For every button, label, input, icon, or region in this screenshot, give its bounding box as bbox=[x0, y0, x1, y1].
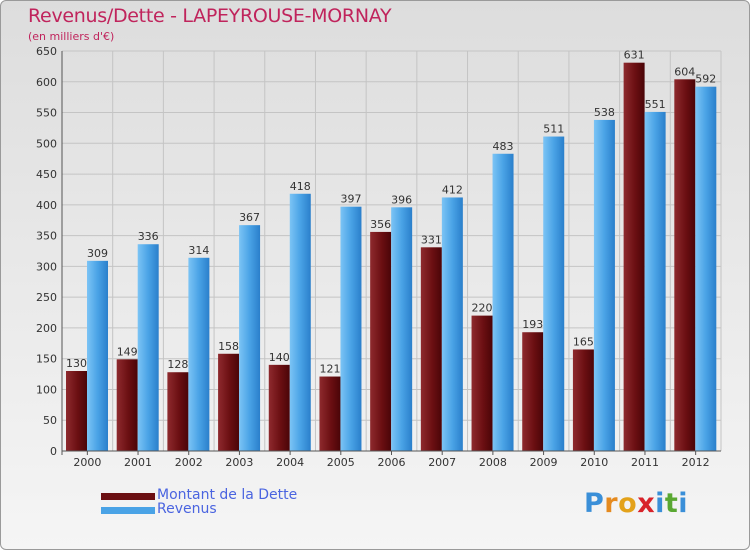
bar-revenus bbox=[391, 207, 413, 451]
bar-debt bbox=[471, 315, 493, 451]
bar-revenus bbox=[87, 260, 108, 451]
bar-debt bbox=[370, 231, 392, 451]
y-tick-label: 500 bbox=[36, 137, 57, 150]
y-tick-label: 400 bbox=[36, 199, 57, 212]
legend-swatch-debt bbox=[101, 493, 155, 500]
y-tick-label: 0 bbox=[50, 445, 57, 458]
data-label-debt: 604 bbox=[674, 65, 695, 78]
data-label-debt: 220 bbox=[472, 302, 493, 315]
x-tick-label: 2005 bbox=[327, 456, 355, 469]
bar-revenus bbox=[644, 111, 666, 451]
logo-letter: t bbox=[664, 488, 679, 519]
x-tick-label: 2011 bbox=[631, 456, 659, 469]
data-label-revenus: 367 bbox=[239, 211, 260, 224]
y-tick-label: 100 bbox=[36, 383, 57, 396]
logo-letter: x bbox=[637, 488, 656, 519]
x-tick-label: 2008 bbox=[479, 456, 507, 469]
bar-revenus bbox=[239, 225, 261, 451]
y-tick-label: 550 bbox=[36, 107, 57, 120]
data-label-debt: 631 bbox=[624, 49, 645, 62]
bar-revenus bbox=[492, 153, 514, 451]
chart-title: Revenus/Dette - LAPEYROUSE-MORNAY bbox=[28, 5, 392, 27]
y-tick-label: 300 bbox=[36, 260, 57, 273]
x-tick-label: 2012 bbox=[682, 456, 710, 469]
y-tick-label: 350 bbox=[36, 230, 57, 243]
data-label-debt: 331 bbox=[421, 233, 442, 246]
bar-debt bbox=[167, 372, 189, 451]
y-tick-label: 200 bbox=[36, 322, 57, 335]
data-label-revenus: 412 bbox=[442, 183, 463, 196]
y-tick-label: 600 bbox=[36, 76, 57, 89]
y-tick-label: 150 bbox=[36, 353, 57, 366]
bar-revenus bbox=[188, 257, 210, 451]
x-tick-label: 2010 bbox=[580, 456, 608, 469]
data-label-debt: 130 bbox=[66, 357, 87, 370]
logo-letter: r bbox=[604, 488, 619, 519]
legend-label-revenus: Revenus bbox=[157, 501, 217, 517]
data-label-revenus: 538 bbox=[594, 106, 615, 119]
x-tick-label: 2002 bbox=[175, 456, 203, 469]
data-label-debt: 149 bbox=[117, 345, 138, 358]
data-label-revenus: 418 bbox=[290, 180, 311, 193]
data-label-debt: 128 bbox=[167, 358, 188, 371]
bar-revenus bbox=[340, 206, 362, 451]
x-tick-label: 2003 bbox=[225, 456, 253, 469]
x-tick-label: 2004 bbox=[276, 456, 304, 469]
bar-revenus bbox=[695, 86, 717, 451]
data-label-debt: 193 bbox=[522, 318, 543, 331]
bar-debt bbox=[522, 332, 544, 451]
proxiti-logo: Proxiti bbox=[584, 488, 688, 519]
x-tick-label: 2007 bbox=[428, 456, 456, 469]
data-label-revenus: 314 bbox=[188, 244, 209, 257]
bar-revenus bbox=[543, 136, 565, 452]
data-label-revenus: 396 bbox=[391, 193, 412, 206]
bar-debt bbox=[319, 376, 341, 451]
bar-revenus bbox=[593, 119, 615, 451]
bar-debt bbox=[572, 349, 594, 451]
data-label-revenus: 397 bbox=[340, 193, 361, 206]
data-label-revenus: 309 bbox=[87, 247, 108, 260]
bar-debt bbox=[623, 62, 645, 451]
legend-label-debt: Montant de la Dette bbox=[157, 487, 298, 503]
y-tick-label: 650 bbox=[36, 45, 57, 58]
data-label-debt: 140 bbox=[269, 351, 290, 364]
data-label-revenus: 336 bbox=[138, 230, 159, 243]
logo-letter: i bbox=[678, 488, 689, 519]
data-label-debt: 165 bbox=[573, 335, 594, 348]
bar-debt bbox=[674, 79, 696, 452]
x-tick-label: 2000 bbox=[73, 456, 101, 469]
y-tick-label: 50 bbox=[43, 414, 57, 427]
chart-subtitle: (en milliers d'€) bbox=[28, 30, 115, 43]
data-label-revenus: 483 bbox=[493, 140, 514, 153]
x-tick-label: 2009 bbox=[530, 456, 558, 469]
x-tick-label: 2006 bbox=[378, 456, 406, 469]
data-label-debt: 356 bbox=[370, 218, 391, 231]
data-label-debt: 121 bbox=[319, 363, 340, 376]
data-label-debt: 158 bbox=[218, 340, 239, 353]
data-label-revenus: 551 bbox=[645, 98, 666, 111]
logo-letter: o bbox=[618, 488, 638, 519]
logo-letter: P bbox=[584, 488, 605, 519]
data-label-revenus: 511 bbox=[543, 123, 564, 136]
x-tick-label: 2001 bbox=[124, 456, 152, 469]
bar-debt bbox=[218, 353, 240, 451]
bar-revenus bbox=[289, 193, 311, 451]
data-label-revenus: 592 bbox=[695, 73, 716, 86]
bar-revenus bbox=[441, 197, 463, 451]
logo-letter: i bbox=[655, 488, 665, 519]
bar-debt bbox=[116, 359, 138, 451]
bar-revenus bbox=[137, 244, 159, 451]
legend-swatch-revenus bbox=[101, 507, 155, 514]
y-tick-label: 250 bbox=[36, 291, 57, 304]
bar-debt bbox=[66, 371, 87, 451]
y-tick-label: 450 bbox=[36, 168, 57, 181]
bar-debt bbox=[420, 247, 442, 451]
bar-debt bbox=[268, 364, 290, 451]
